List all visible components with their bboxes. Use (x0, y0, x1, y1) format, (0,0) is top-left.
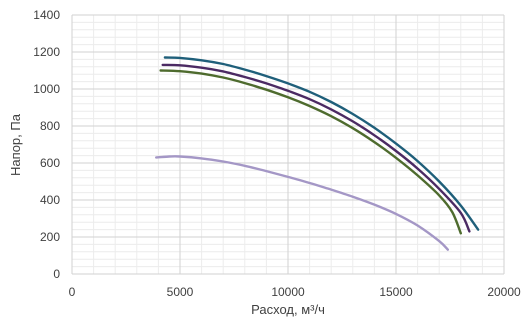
y-tick-label: 600 (40, 156, 60, 170)
x-tick-label: 5000 (167, 285, 194, 299)
y-tick-labels: 0 200 400 600 800 1000 1200 1400 (33, 8, 60, 281)
y-tick-label: 800 (40, 119, 60, 133)
series-line-3 (159, 69, 462, 235)
x-tick-labels: 0 5000 10000 15000 20000 (69, 285, 521, 299)
x-tick-label: 10000 (271, 285, 305, 299)
series-line-2 (161, 63, 471, 233)
y-tick-label: 1400 (33, 8, 60, 22)
x-tick-label: 15000 (379, 285, 413, 299)
x-axis-title: Расход, м³/ч (251, 302, 325, 317)
x-tick-label: 0 (69, 285, 76, 299)
y-tick-label: 400 (40, 193, 60, 207)
y-tick-label: 200 (40, 230, 60, 244)
series-group (155, 56, 480, 251)
series-line-4 (155, 155, 449, 251)
y-axis-title: Напор, Па (8, 113, 23, 176)
y-tick-label: 0 (53, 267, 60, 281)
y-tick-label: 1000 (33, 82, 60, 96)
grid (71, 14, 505, 275)
y-tick-label: 1200 (33, 45, 60, 59)
series-line-1 (163, 56, 480, 231)
x-tick-label: 20000 (487, 285, 521, 299)
